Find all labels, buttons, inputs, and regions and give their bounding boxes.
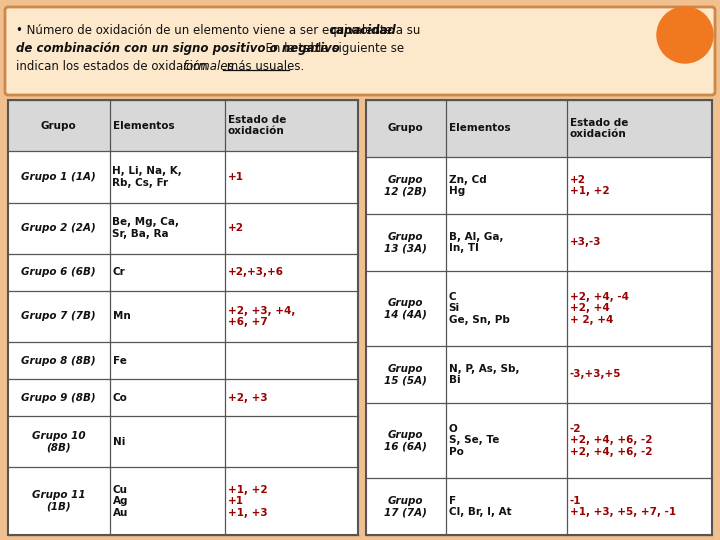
- Text: indican los estados de oxidación: indican los estados de oxidación: [16, 60, 212, 73]
- Text: Cu
Ag
Au: Cu Ag Au: [112, 484, 128, 518]
- Bar: [366, 100, 712, 535]
- Bar: [8, 416, 358, 467]
- Text: Grupo
15 (5A): Grupo 15 (5A): [384, 363, 427, 385]
- Text: C
Si
Ge, Sn, Pb: C Si Ge, Sn, Pb: [449, 292, 510, 325]
- Text: +2, +3, +4,
+6, +7: +2, +3, +4, +6, +7: [228, 306, 295, 327]
- Text: Grupo
17 (7A): Grupo 17 (7A): [384, 496, 427, 517]
- Text: de combinación con un signo positivo o negativo: de combinación con un signo positivo o n…: [16, 42, 340, 55]
- Text: Grupo 2 (2A): Grupo 2 (2A): [22, 223, 96, 233]
- Bar: [8, 254, 358, 291]
- Text: Grupo 8 (8B): Grupo 8 (8B): [22, 355, 96, 366]
- Text: -3,+3,+5: -3,+3,+5: [570, 369, 621, 380]
- Text: Grupo 11
(1B): Grupo 11 (1B): [32, 490, 86, 512]
- Text: Elementos: Elementos: [449, 124, 510, 133]
- Text: +2: +2: [228, 223, 244, 233]
- Text: Grupo: Grupo: [41, 120, 76, 131]
- Bar: [8, 379, 358, 416]
- Text: B, Al, Ga,
In, Tl: B, Al, Ga, In, Tl: [449, 232, 503, 253]
- Text: H, Li, Na, K,
Rb, Cs, Fr: H, Li, Na, K, Rb, Cs, Fr: [112, 166, 182, 188]
- Text: . En la tabla siguiente se: . En la tabla siguiente se: [258, 42, 405, 55]
- Bar: [8, 467, 358, 535]
- Text: Ni: Ni: [112, 437, 125, 447]
- Text: Grupo
14 (4A): Grupo 14 (4A): [384, 298, 427, 319]
- Text: más usuales.: más usuales.: [223, 60, 305, 73]
- Text: +1, +2
+1
+1, +3: +1, +2 +1 +1, +3: [228, 484, 268, 518]
- Bar: [8, 100, 358, 535]
- Text: Grupo
16 (6A): Grupo 16 (6A): [384, 430, 427, 451]
- Text: -1
+1, +3, +5, +7, -1: -1 +1, +3, +5, +7, -1: [570, 496, 676, 517]
- Bar: [8, 202, 358, 254]
- Bar: [366, 100, 712, 157]
- Bar: [366, 478, 712, 535]
- Text: N, P, As, Sb,
Bi: N, P, As, Sb, Bi: [449, 363, 519, 385]
- Bar: [366, 157, 712, 214]
- Text: Grupo
12 (2B): Grupo 12 (2B): [384, 174, 427, 196]
- Text: Estado de
oxidación: Estado de oxidación: [570, 118, 628, 139]
- Circle shape: [657, 7, 713, 63]
- Bar: [366, 271, 712, 346]
- FancyBboxPatch shape: [5, 7, 715, 95]
- Text: Grupo: Grupo: [388, 124, 423, 133]
- Text: Fe: Fe: [112, 355, 127, 366]
- Bar: [366, 346, 712, 403]
- Bar: [8, 100, 358, 151]
- Text: • Número de oxidación de un elemento viene a ser equivalente a su: • Número de oxidación de un elemento vie…: [16, 24, 424, 37]
- Text: Elementos: Elementos: [112, 120, 174, 131]
- Text: Estado de
oxidación: Estado de oxidación: [228, 115, 287, 137]
- Text: Grupo 6 (6B): Grupo 6 (6B): [22, 267, 96, 278]
- Text: +2,+3,+6: +2,+3,+6: [228, 267, 284, 278]
- Text: Cr: Cr: [112, 267, 125, 278]
- Text: +2, +4, -4
+2, +4
+ 2, +4: +2, +4, -4 +2, +4 + 2, +4: [570, 292, 629, 325]
- Bar: [8, 151, 358, 202]
- Bar: [366, 214, 712, 271]
- Text: Be, Mg, Ca,
Sr, Ba, Ra: Be, Mg, Ca, Sr, Ba, Ra: [112, 218, 179, 239]
- Bar: [8, 342, 358, 379]
- Text: Zn, Cd
Hg: Zn, Cd Hg: [449, 174, 486, 196]
- Text: Co: Co: [112, 393, 127, 403]
- Text: Grupo 10
(8B): Grupo 10 (8B): [32, 431, 86, 453]
- Text: +2, +3: +2, +3: [228, 393, 268, 403]
- Bar: [366, 403, 712, 478]
- Text: +3,-3: +3,-3: [570, 238, 601, 247]
- Text: Grupo 7 (7B): Grupo 7 (7B): [22, 312, 96, 321]
- Text: capacidad: capacidad: [329, 24, 396, 37]
- Text: +1: +1: [228, 172, 244, 182]
- Text: Grupo 1 (1A): Grupo 1 (1A): [22, 172, 96, 182]
- Text: O
S, Se, Te
Po: O S, Se, Te Po: [449, 424, 499, 457]
- Text: +2
+1, +2: +2 +1, +2: [570, 174, 609, 196]
- Text: F
Cl, Br, I, At: F Cl, Br, I, At: [449, 496, 511, 517]
- Text: formales: formales: [183, 60, 234, 73]
- Text: Mn: Mn: [112, 312, 130, 321]
- Bar: [8, 291, 358, 342]
- Text: Grupo
13 (3A): Grupo 13 (3A): [384, 232, 427, 253]
- Text: -2
+2, +4, +6, -2
+2, +4, +6, -2: -2 +2, +4, +6, -2 +2, +4, +6, -2: [570, 424, 652, 457]
- Text: Grupo 9 (8B): Grupo 9 (8B): [22, 393, 96, 403]
